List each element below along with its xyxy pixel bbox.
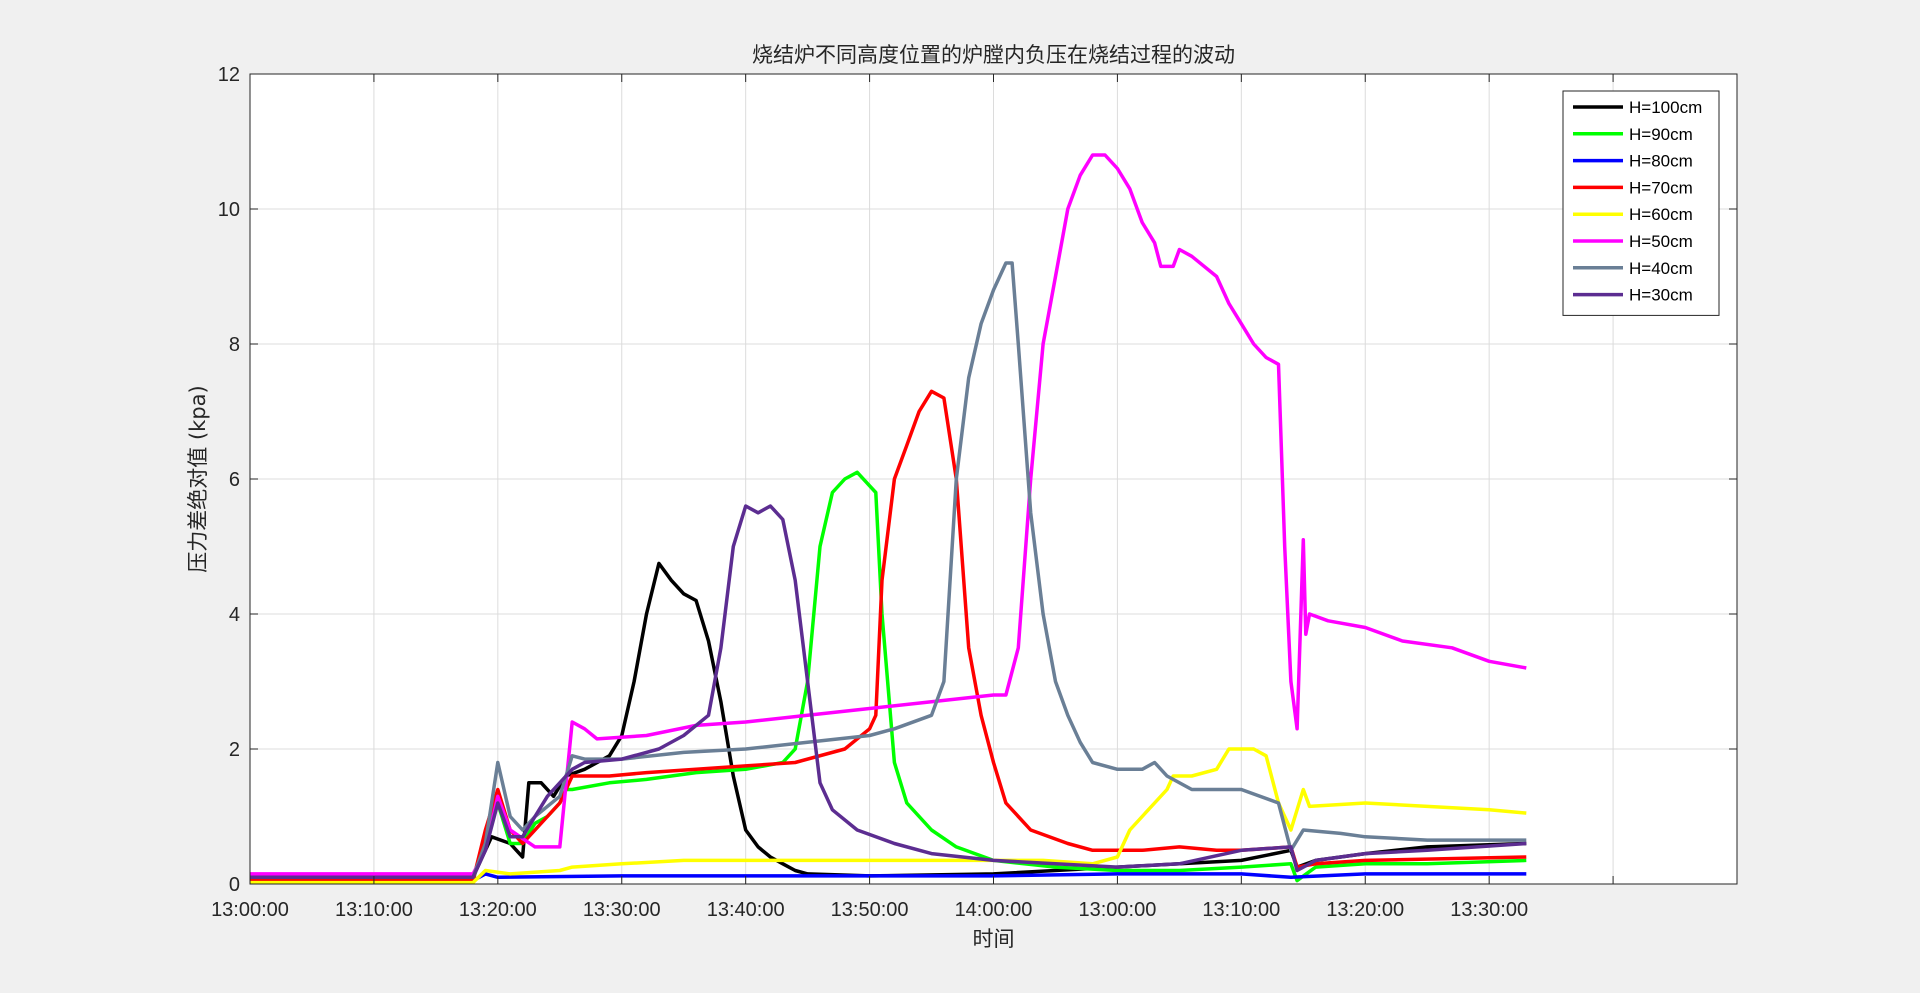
x-tick-label: 13:00:00 bbox=[1078, 899, 1156, 921]
y-axis-title: 压力差绝对值 (kpa) bbox=[186, 385, 210, 572]
series-line-h-60cm bbox=[250, 747, 1527, 885]
chart-title: 烧结炉不同高度位置的炉膛内负压在烧结过程的波动 bbox=[752, 43, 1235, 67]
x-tick-label: 13:00:00 bbox=[211, 899, 289, 921]
x-tick-label: 13:10:00 bbox=[1202, 899, 1280, 921]
series-line-h-70cm bbox=[250, 389, 1527, 883]
grid bbox=[250, 74, 1737, 884]
legend-label: H=60cm bbox=[1629, 205, 1693, 224]
legend-box bbox=[1562, 90, 1720, 316]
x-tick-label: 13:30:00 bbox=[1450, 899, 1528, 921]
legend: H=100cm H=90cm H=80cm H=70cm H=60cm H=50cm H=4… bbox=[1562, 90, 1720, 316]
series-line-h-90cm bbox=[250, 470, 1527, 883]
legend-label: H=70cm bbox=[1629, 178, 1693, 197]
x-tick-label: 13:20:00 bbox=[1326, 899, 1404, 921]
series-line-h-80cm bbox=[250, 872, 1527, 883]
x-tick-label: 13:50:00 bbox=[831, 899, 909, 921]
x-tick-label: 14:00:00 bbox=[955, 899, 1033, 921]
x-tick-label: 13:20:00 bbox=[459, 899, 537, 921]
legend-label: H=90cm bbox=[1629, 125, 1693, 144]
y-tick-label: 8 bbox=[229, 334, 240, 356]
y-tick-label: 2 bbox=[229, 739, 240, 761]
legend-label: H=50cm bbox=[1629, 232, 1693, 251]
series-line-h-40cm bbox=[250, 261, 1527, 880]
legend-label: H=40cm bbox=[1629, 259, 1693, 278]
ticks: 13:00:00 13:10:00 13:20:00 13:30:00 13:40:00… bbox=[211, 64, 1738, 921]
legend-label: H=30cm bbox=[1629, 286, 1693, 305]
series-group bbox=[250, 153, 1527, 885]
x-tick-label: 13:10:00 bbox=[335, 899, 413, 921]
legend-label: H=80cm bbox=[1629, 152, 1693, 171]
y-tick-label: 6 bbox=[229, 469, 240, 491]
legend-label: H=100cm bbox=[1629, 98, 1702, 117]
y-tick-label: 12 bbox=[218, 64, 240, 86]
x-tick-label: 13:40:00 bbox=[707, 899, 785, 921]
series-line-h-50cm bbox=[250, 153, 1527, 876]
y-tick-label: 4 bbox=[229, 604, 240, 626]
x-axis-title: 时间 bbox=[973, 927, 1015, 951]
x-tick-label: 13:30:00 bbox=[583, 899, 661, 921]
y-tick-label: 10 bbox=[218, 199, 240, 221]
y-tick-label: 0 bbox=[229, 874, 240, 896]
series-line-h-30cm bbox=[250, 504, 1527, 880]
